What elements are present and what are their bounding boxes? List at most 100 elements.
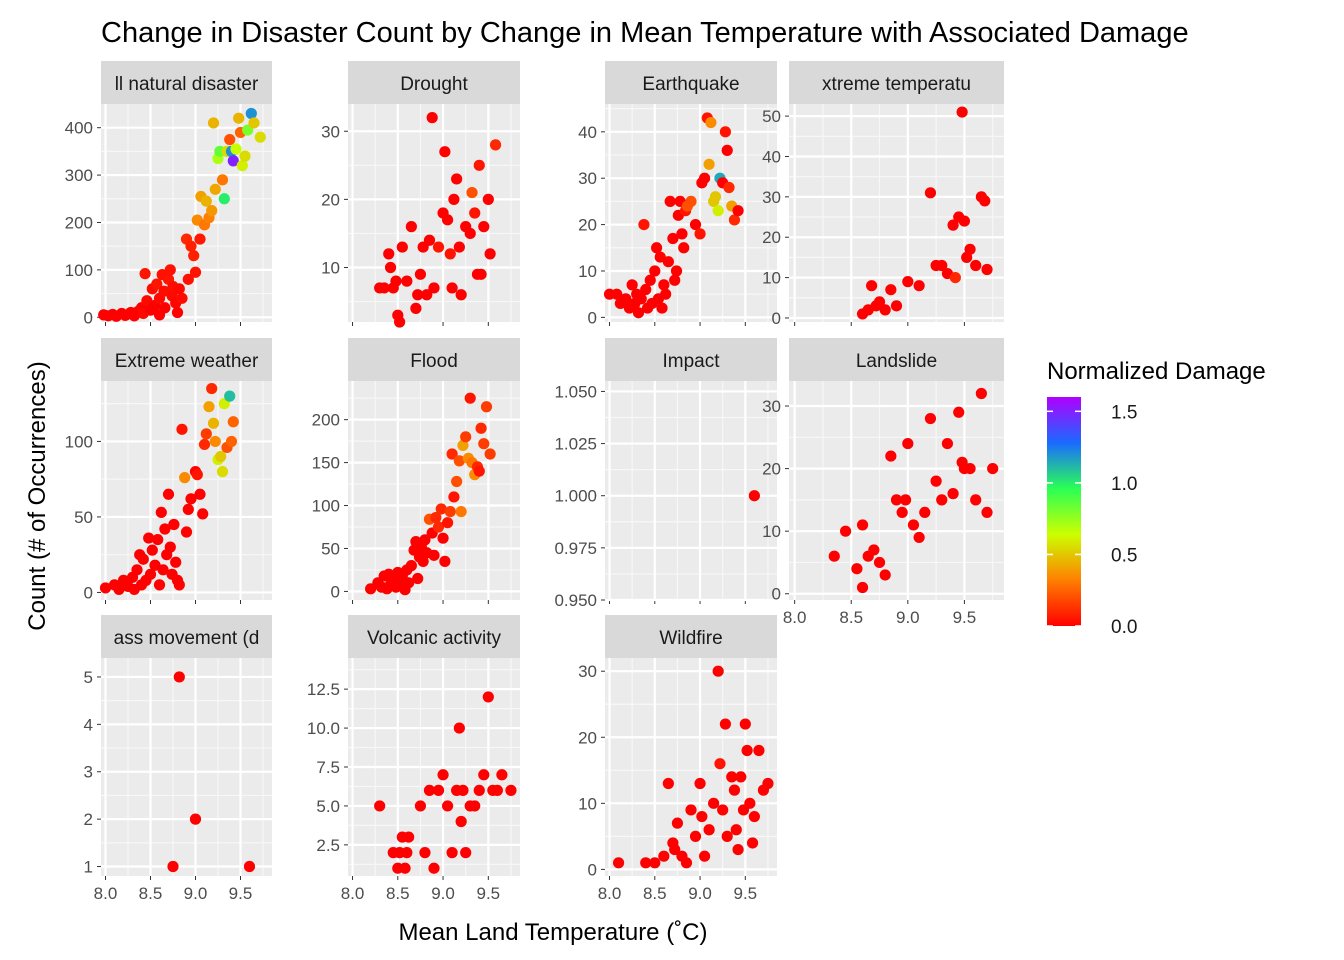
- x-tick-label: 9.0: [184, 884, 208, 903]
- x-tick-label: 9.5: [953, 608, 977, 627]
- data-point: [153, 579, 166, 591]
- data-point: [469, 800, 481, 812]
- data-point: [649, 265, 661, 277]
- data-point: [953, 406, 965, 418]
- data-point: [730, 824, 742, 836]
- facet-strip: [101, 615, 272, 658]
- data-point: [432, 521, 445, 533]
- data-point: [676, 228, 688, 240]
- x-tick-label: 8.5: [386, 884, 410, 903]
- data-point: [157, 564, 169, 576]
- data-point: [390, 275, 402, 287]
- y-tick-label: 5: [84, 668, 93, 687]
- data-point: [741, 744, 753, 757]
- data-point: [401, 275, 413, 287]
- y-tick-label: 12.5: [307, 680, 340, 699]
- data-point: [236, 160, 248, 172]
- data-point: [167, 860, 179, 873]
- data-point: [726, 771, 738, 783]
- y-tick-label: 0: [772, 585, 781, 604]
- x-tick-label: 8.5: [839, 608, 863, 627]
- data-point: [924, 187, 937, 199]
- data-point: [441, 800, 454, 812]
- y-tick-label: 30: [321, 122, 340, 141]
- legend-tick-label: 1.5: [1111, 402, 1137, 423]
- data-point: [455, 289, 467, 301]
- y-tick-label: 20: [578, 216, 597, 235]
- data-point: [478, 769, 490, 781]
- data-point: [660, 288, 672, 300]
- data-point: [662, 256, 674, 268]
- data-point: [437, 769, 449, 781]
- data-point: [457, 784, 469, 796]
- facet-strip: [605, 338, 777, 381]
- y-tick-label: 200: [65, 213, 93, 232]
- data-point: [620, 293, 632, 305]
- x-tick-label: 8.0: [341, 884, 365, 903]
- data-point: [401, 847, 413, 859]
- x-tick-label: 8.0: [598, 884, 622, 903]
- y-tick-label: 1.025: [554, 435, 597, 454]
- data-point: [482, 193, 494, 205]
- data-point: [670, 265, 683, 277]
- data-point: [428, 282, 440, 294]
- data-point: [632, 307, 645, 319]
- data-point: [137, 553, 149, 565]
- data-point: [396, 241, 408, 253]
- data-point: [685, 804, 697, 816]
- facet-strip: [348, 615, 520, 658]
- data-point: [689, 830, 702, 842]
- data-point: [949, 271, 961, 284]
- data-point: [414, 800, 427, 812]
- data-point: [868, 544, 880, 556]
- data-point: [658, 279, 670, 291]
- data-point: [709, 191, 722, 203]
- data-point: [448, 491, 460, 503]
- data-point: [152, 533, 164, 546]
- chart-title: Change in Disaster Count by Change in Me…: [101, 17, 1189, 49]
- data-point: [243, 860, 256, 873]
- data-point: [873, 556, 886, 569]
- data-point: [453, 455, 465, 467]
- data-point: [206, 205, 218, 217]
- x-tick-label: 8.0: [783, 608, 807, 627]
- data-point: [209, 183, 221, 195]
- data-point: [227, 416, 239, 428]
- data-point: [667, 232, 679, 245]
- data-point: [426, 112, 438, 124]
- data-point: [453, 241, 465, 253]
- data-point: [975, 387, 987, 400]
- data-point: [239, 150, 251, 162]
- data-point: [432, 784, 445, 796]
- facet-panel: 8.0 8.5 9.0 9.5 0 10 20 30 Wildfire: [578, 615, 777, 903]
- y-tick-label: 0.950: [554, 591, 597, 610]
- x-tick-label: 9.5: [476, 884, 500, 903]
- data-point: [866, 280, 878, 292]
- y-tick-label: 5.0: [316, 797, 340, 816]
- data-point: [180, 526, 193, 538]
- data-point: [197, 508, 209, 520]
- data-point: [728, 784, 741, 796]
- data-point: [446, 282, 458, 294]
- y-tick-label: 10: [762, 269, 781, 288]
- panel-background: [348, 381, 520, 600]
- data-point: [958, 215, 970, 227]
- data-point: [444, 248, 456, 260]
- data-point: [225, 435, 238, 448]
- x-tick-label: 9.5: [229, 884, 253, 903]
- data-point: [215, 450, 227, 463]
- data-point: [873, 296, 886, 308]
- data-point: [227, 155, 239, 167]
- data-point: [207, 417, 220, 429]
- data-point: [455, 505, 467, 518]
- data-point: [469, 207, 481, 219]
- data-point: [435, 503, 447, 515]
- data-point: [171, 306, 184, 319]
- data-point: [885, 450, 897, 462]
- data-point: [739, 718, 751, 730]
- data-point: [703, 158, 715, 170]
- data-point: [173, 579, 185, 591]
- data-point: [394, 316, 406, 328]
- data-point: [902, 437, 914, 450]
